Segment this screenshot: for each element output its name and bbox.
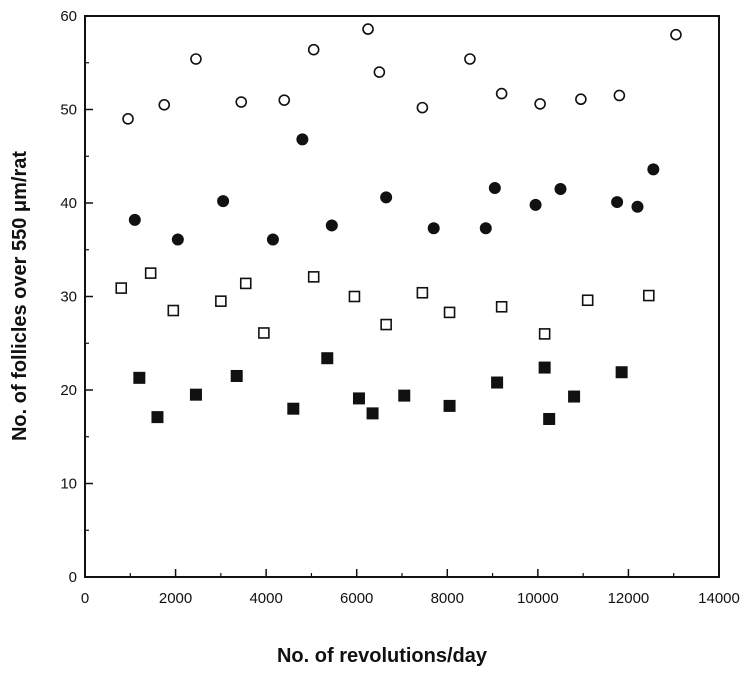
open-square-point — [538, 328, 551, 340]
open-circle-point — [373, 66, 386, 78]
data-points — [115, 23, 682, 425]
y-tick-label: 20 — [60, 382, 77, 399]
filled-square-point — [538, 361, 551, 374]
open-circle-point — [464, 53, 476, 65]
open-square-point — [258, 327, 270, 339]
x-tick-label: 2000 — [159, 590, 192, 607]
filled-circle-point — [380, 191, 393, 204]
x-tick-label: 6000 — [340, 590, 373, 607]
open-circle-point — [495, 87, 508, 100]
filled-square-point — [543, 412, 556, 425]
open-square-point — [307, 271, 320, 283]
x-tick-label: 10000 — [517, 590, 559, 607]
open-circle-point — [122, 113, 134, 125]
filled-square-point — [133, 371, 146, 384]
filled-square-point — [151, 411, 164, 424]
open-circle-point — [190, 53, 202, 65]
open-circle-point — [670, 28, 682, 41]
y-tick-label: 30 — [60, 289, 77, 306]
y-tick-label: 0 — [69, 569, 77, 586]
filled-square-point — [615, 366, 628, 379]
filled-circle-point — [529, 198, 542, 211]
open-square-point — [443, 306, 456, 319]
open-square-point — [380, 318, 392, 331]
open-circle-point — [575, 93, 587, 106]
open-square-point — [643, 289, 655, 302]
y-tick-label: 40 — [60, 195, 77, 212]
filled-square-point — [189, 388, 202, 401]
y-tick-label: 50 — [60, 102, 77, 119]
open-circle-point — [278, 94, 291, 106]
open-square-point — [495, 300, 508, 313]
filled-circle-point — [479, 222, 492, 235]
open-square-point — [167, 304, 180, 317]
filled-square-point — [398, 389, 411, 402]
filled-circle-point — [611, 196, 624, 209]
filled-circle-point — [427, 222, 440, 235]
x-tick-label: 12000 — [608, 590, 650, 607]
open-circle-point — [613, 89, 626, 102]
filled-circle-point — [217, 195, 230, 208]
filled-circle-point — [266, 233, 279, 246]
filled-circle-point — [128, 213, 141, 226]
open-square-point — [239, 277, 252, 290]
filled-square-point — [491, 376, 504, 389]
x-axis-ticks: 0 2000 4000 6000 8000 10000 12000 14000 — [81, 569, 740, 607]
filled-circle-point — [171, 233, 184, 246]
x-tick-label: 0 — [81, 590, 89, 607]
filled-circle-point — [631, 200, 644, 213]
open-square-point — [144, 267, 157, 279]
open-circle-point — [235, 96, 248, 108]
x-tick-label: 4000 — [249, 590, 282, 607]
filled-circle-point — [296, 133, 309, 146]
y-tick-label: 60 — [60, 8, 77, 25]
filled-square-point — [443, 399, 456, 412]
filled-square-point — [366, 407, 379, 420]
y-tick-label: 10 — [60, 476, 77, 493]
filled-square-point — [568, 390, 581, 403]
open-square-point — [115, 282, 128, 294]
x-tick-label: 8000 — [431, 590, 464, 607]
open-circle-point — [416, 101, 429, 114]
x-axis-title: No. of revolutions/day — [277, 645, 488, 667]
open-circle-point — [307, 43, 320, 56]
filled-square-point — [287, 402, 300, 415]
plot-frame — [84, 15, 720, 578]
open-square-point — [416, 286, 429, 299]
open-circle-point — [362, 23, 374, 35]
y-axis-ticks: 0 10 20 30 40 50 60 — [60, 8, 93, 586]
x-tick-label: 14000 — [698, 590, 740, 607]
filled-square-point — [230, 369, 243, 382]
filled-circle-point — [647, 163, 660, 176]
open-square-point — [215, 295, 227, 307]
open-circle-point — [534, 98, 546, 110]
filled-circle-point — [554, 182, 567, 195]
filled-square-point — [321, 352, 334, 365]
open-square-point — [348, 290, 361, 303]
open-square-point — [581, 294, 594, 307]
filled-circle-point — [325, 219, 338, 232]
filled-square-point — [352, 392, 365, 405]
y-axis-title: No. of follicles over 550 μm/rat — [9, 151, 31, 441]
open-circle-point — [158, 99, 171, 111]
filled-circle-point — [488, 182, 501, 195]
